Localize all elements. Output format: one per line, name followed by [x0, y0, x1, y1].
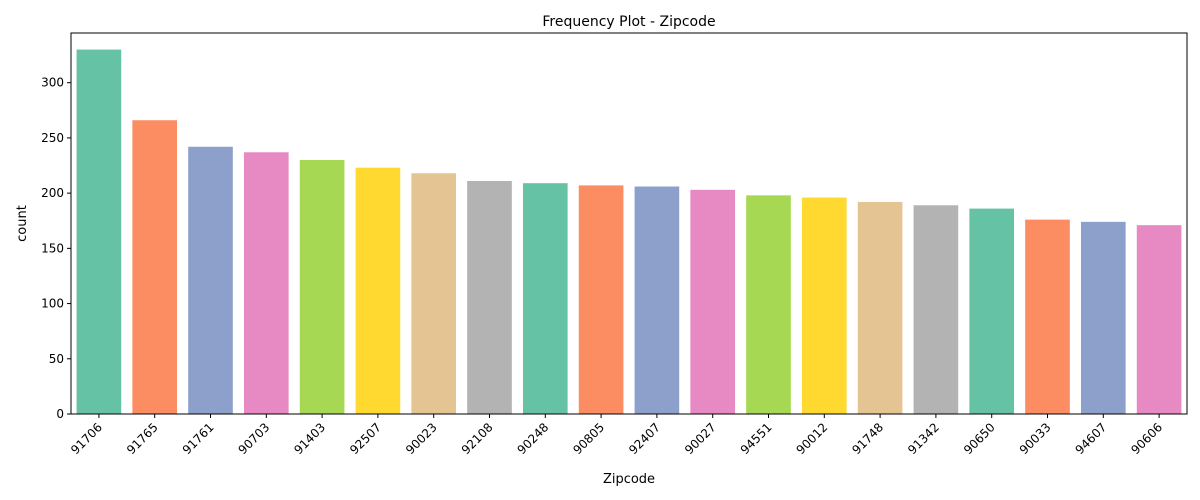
- bar-90606: [1136, 225, 1182, 414]
- x-axis-ticks: 91706 91765 91761 90703 91403 92507 90023 92108…: [68, 414, 1165, 457]
- bar-90012: [801, 197, 847, 414]
- bar-90027: [690, 189, 736, 414]
- y-tick-label: 50: [49, 352, 64, 366]
- x-tick-label: 90023: [403, 420, 440, 457]
- x-tick-label: 90703: [236, 420, 273, 457]
- y-tick-label: 0: [56, 407, 64, 421]
- x-tick-label: 91706: [68, 420, 105, 457]
- bar-91403: [299, 160, 345, 414]
- x-tick-label: 94551: [738, 420, 775, 457]
- bar-92507: [355, 167, 401, 414]
- x-tick-label: 90805: [570, 420, 607, 457]
- y-tick-label: 100: [41, 297, 64, 311]
- bar-90805: [578, 185, 624, 414]
- y-tick-label: 250: [41, 131, 64, 145]
- bar-91706: [76, 49, 122, 414]
- x-tick-label: 90606: [1128, 420, 1165, 457]
- bar-94607: [1080, 221, 1126, 414]
- bar-91765: [132, 120, 178, 415]
- bar-92108: [467, 180, 512, 414]
- bar-90023: [411, 173, 457, 414]
- bar-90248: [522, 183, 568, 414]
- x-tick-label: 92507: [347, 420, 384, 457]
- bar-94551: [746, 195, 791, 414]
- y-tick-label: 300: [41, 76, 64, 90]
- x-axis-title: Zipcode: [603, 472, 655, 487]
- bar-90703: [243, 152, 289, 414]
- chart-title: Frequency Plot - Zipcode: [542, 14, 715, 30]
- x-tick-label: 90248: [515, 420, 552, 457]
- bar-90033: [1025, 219, 1070, 414]
- bar-90650: [969, 208, 1015, 414]
- x-tick-label: 91342: [905, 420, 942, 457]
- y-tick-label: 200: [41, 186, 64, 200]
- bar-series: [76, 49, 1182, 415]
- x-tick-label: 90650: [961, 420, 998, 457]
- x-tick-label: 91748: [849, 420, 886, 457]
- plot-frame: [70, 32, 1188, 415]
- y-axis-title: count: [15, 205, 30, 242]
- x-tick-label: 90033: [1017, 420, 1054, 457]
- x-tick-label: 91403: [291, 420, 328, 457]
- bar-92407: [634, 186, 680, 414]
- bar-91761: [188, 146, 233, 414]
- bar-91342: [913, 205, 959, 414]
- y-axis-ticks: 0 50 100 150 200 250 300: [41, 76, 71, 421]
- x-tick-label: 92407: [626, 420, 663, 457]
- x-tick-label: 90012: [794, 420, 831, 457]
- x-tick-label: 91761: [180, 420, 217, 457]
- y-tick-label: 150: [41, 241, 64, 255]
- x-tick-label: 91765: [124, 420, 161, 457]
- x-tick-label: 92108: [459, 420, 496, 457]
- bar-91748: [857, 201, 903, 414]
- x-tick-label: 90027: [682, 420, 719, 457]
- x-tick-label: 94607: [1073, 420, 1110, 457]
